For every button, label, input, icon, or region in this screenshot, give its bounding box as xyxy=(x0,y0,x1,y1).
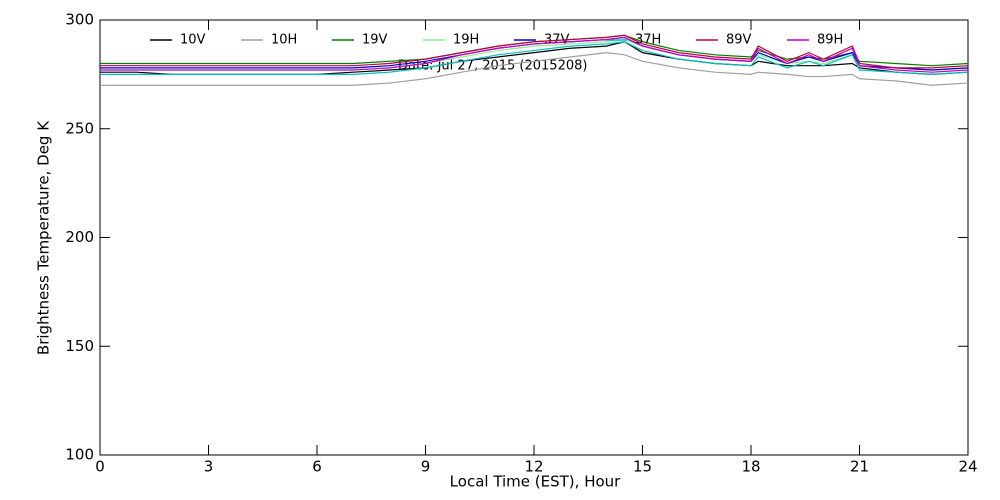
x-tick-label: 3 xyxy=(204,458,214,476)
legend-label: 89V xyxy=(726,33,752,48)
legend-label: 10H xyxy=(271,33,297,48)
y-tick-label: 100 xyxy=(65,446,94,464)
series-line xyxy=(100,34,969,69)
x-tick-label: 24 xyxy=(958,458,977,476)
x-tick-label: 0 xyxy=(95,458,105,476)
x-tick-label: 18 xyxy=(741,458,760,476)
legend-label: 19H xyxy=(453,33,479,48)
y-tick-label: 250 xyxy=(65,119,94,137)
x-tick-label: 15 xyxy=(633,458,652,476)
series-line xyxy=(100,41,969,75)
y-axis-label: Brightness Temperature, Deg K xyxy=(35,120,53,355)
y-tick-label: 150 xyxy=(65,337,94,355)
x-tick-label: 6 xyxy=(312,458,322,476)
series-line xyxy=(100,36,969,73)
y-tick-label: 200 xyxy=(65,228,94,246)
x-tick-label: 9 xyxy=(421,458,431,476)
series-line xyxy=(100,52,969,86)
x-axis-label: Local Time (EST), Hour xyxy=(450,473,621,491)
y-tick-label: 300 xyxy=(65,11,94,29)
legend-label: 10V xyxy=(180,33,206,48)
legend-label: 19V xyxy=(362,33,388,48)
x-tick-label: 12 xyxy=(524,458,543,476)
x-tick-label: 21 xyxy=(850,458,869,476)
legend-label: 89H xyxy=(817,33,843,48)
